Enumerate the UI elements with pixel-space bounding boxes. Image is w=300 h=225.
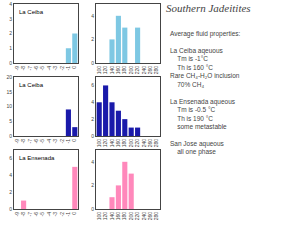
svg-text:140: 140 bbox=[109, 212, 115, 221]
svg-text:-4: -4 bbox=[46, 66, 52, 71]
svg-text:0: 0 bbox=[9, 133, 12, 139]
svg-text:-5: -5 bbox=[39, 66, 45, 71]
svg-text:-8: -8 bbox=[20, 212, 26, 217]
svg-text:0: 0 bbox=[71, 139, 77, 142]
svg-text:6: 6 bbox=[9, 155, 12, 161]
svg-text:280: 280 bbox=[153, 139, 159, 148]
svg-text:4: 4 bbox=[91, 159, 94, 165]
svg-text:220: 220 bbox=[134, 212, 140, 221]
svg-text:0: 0 bbox=[71, 66, 77, 69]
svg-text:-8: -8 bbox=[20, 139, 26, 144]
svg-text:120: 120 bbox=[102, 139, 108, 148]
svg-text:6: 6 bbox=[91, 82, 94, 88]
svg-text:-7: -7 bbox=[27, 212, 33, 217]
svg-text:-4: -4 bbox=[46, 212, 52, 217]
svg-text:260: 260 bbox=[147, 139, 153, 148]
svg-text:Southern Jadeitites: Southern Jadeitites bbox=[166, 2, 251, 14]
svg-text:220: 220 bbox=[134, 139, 140, 148]
svg-text:4: 4 bbox=[9, 172, 12, 178]
svg-text:180: 180 bbox=[121, 139, 127, 148]
svg-text:-1: -1 bbox=[65, 66, 71, 71]
svg-text:-2: -2 bbox=[59, 66, 65, 71]
svg-text:-3: -3 bbox=[52, 66, 58, 71]
svg-text:-2: -2 bbox=[59, 212, 65, 217]
svg-text:280: 280 bbox=[153, 212, 159, 221]
svg-text:-2: -2 bbox=[59, 139, 65, 144]
svg-text:220: 220 bbox=[134, 66, 140, 75]
svg-text:La Ceiba: La Ceiba bbox=[19, 82, 44, 88]
svg-text:200: 200 bbox=[128, 139, 134, 148]
svg-text:-6: -6 bbox=[33, 66, 39, 71]
svg-text:0: 0 bbox=[91, 206, 94, 212]
svg-text:4: 4 bbox=[9, 1, 12, 7]
svg-text:100: 100 bbox=[96, 139, 102, 148]
svg-text:La Ensenada: La Ensenada bbox=[19, 155, 55, 161]
svg-text:-5: -5 bbox=[39, 212, 45, 217]
svg-text:100: 100 bbox=[96, 212, 102, 221]
svg-text:120: 120 bbox=[102, 212, 108, 221]
svg-text:100: 100 bbox=[96, 66, 102, 75]
svg-text:0: 0 bbox=[91, 133, 94, 139]
svg-text:200: 200 bbox=[128, 66, 134, 75]
svg-text:-8: -8 bbox=[20, 66, 26, 71]
svg-text:160: 160 bbox=[115, 66, 121, 75]
svg-text:-9: -9 bbox=[14, 212, 20, 217]
svg-text:-9: -9 bbox=[14, 139, 20, 144]
svg-text:140: 140 bbox=[109, 66, 115, 75]
svg-text:-5: -5 bbox=[39, 139, 45, 144]
svg-text:2: 2 bbox=[9, 30, 12, 36]
svg-text:3: 3 bbox=[9, 16, 12, 22]
svg-text:4: 4 bbox=[91, 13, 94, 19]
svg-text:160: 160 bbox=[115, 212, 121, 221]
svg-text:-7: -7 bbox=[27, 139, 33, 144]
svg-text:-6: -6 bbox=[33, 212, 39, 217]
svg-text:260: 260 bbox=[147, 66, 153, 75]
svg-text:-7: -7 bbox=[27, 66, 33, 71]
svg-text:2: 2 bbox=[91, 36, 94, 42]
svg-text:-1: -1 bbox=[65, 139, 71, 144]
svg-text:260: 260 bbox=[147, 212, 153, 221]
svg-text:0: 0 bbox=[9, 60, 12, 66]
svg-text:La Ceiba: La Ceiba bbox=[19, 9, 44, 15]
svg-text:0: 0 bbox=[9, 206, 12, 212]
svg-text:240: 240 bbox=[141, 139, 147, 148]
svg-text:5: 5 bbox=[9, 118, 12, 124]
svg-text:-1: -1 bbox=[65, 212, 71, 217]
svg-text:-6: -6 bbox=[33, 139, 39, 144]
svg-text:2: 2 bbox=[91, 116, 94, 122]
svg-text:240: 240 bbox=[141, 212, 147, 221]
svg-text:120: 120 bbox=[102, 66, 108, 75]
svg-text:280: 280 bbox=[153, 66, 159, 75]
svg-text:0: 0 bbox=[91, 60, 94, 66]
svg-text:240: 240 bbox=[141, 66, 147, 75]
svg-text:-3: -3 bbox=[52, 139, 58, 144]
svg-text:-3: -3 bbox=[52, 212, 58, 217]
svg-text:1: 1 bbox=[9, 45, 12, 51]
svg-text:2: 2 bbox=[91, 182, 94, 188]
svg-text:160: 160 bbox=[115, 139, 121, 148]
svg-text:180: 180 bbox=[121, 66, 127, 75]
svg-text:10: 10 bbox=[6, 103, 12, 109]
svg-text:200: 200 bbox=[128, 212, 134, 221]
svg-text:-9: -9 bbox=[14, 66, 20, 71]
svg-text:20: 20 bbox=[6, 74, 12, 80]
svg-text:0: 0 bbox=[71, 212, 77, 215]
svg-text:2: 2 bbox=[9, 189, 12, 195]
svg-text:4: 4 bbox=[91, 99, 94, 105]
svg-text:140: 140 bbox=[109, 139, 115, 148]
svg-text:15: 15 bbox=[6, 89, 12, 95]
svg-text:-4: -4 bbox=[46, 139, 52, 144]
svg-text:Average fluid properties: La C: Average fluid properties: La Ceiba aqeuo… bbox=[170, 30, 241, 156]
svg-text:180: 180 bbox=[121, 212, 127, 221]
